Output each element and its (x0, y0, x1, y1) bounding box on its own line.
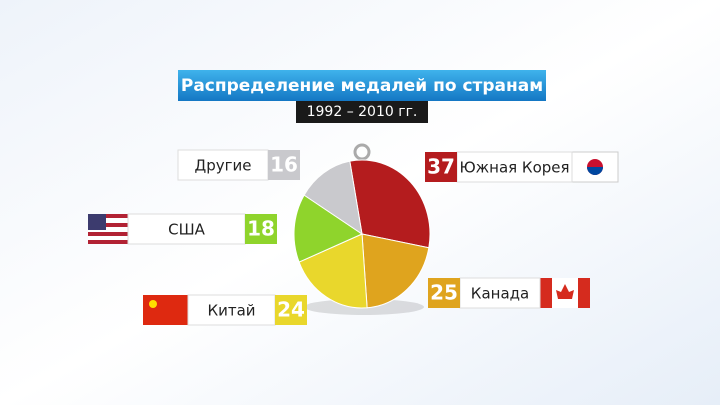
chart-title: Распределение медалей по странам (181, 76, 543, 96)
category-label: Канада (471, 285, 529, 303)
category-label: Другие (195, 157, 252, 175)
value-box (425, 152, 457, 182)
value-label: 18 (247, 217, 275, 241)
medal-loop (353, 143, 371, 161)
value-box (428, 278, 460, 308)
pie-slice (298, 233, 368, 309)
flag-china (143, 295, 188, 325)
value-box (268, 150, 300, 180)
value-label: 37 (427, 155, 455, 179)
chart-subtitle: 1992 – 2010 гг. (307, 104, 418, 120)
title-bar (178, 70, 546, 101)
value-label: 24 (277, 298, 305, 322)
value-label: 25 (430, 281, 458, 305)
category-label: США (168, 221, 206, 239)
pie-slice (361, 233, 430, 309)
flag-usa (88, 214, 128, 244)
pie-slice (293, 194, 364, 263)
pie (293, 159, 431, 309)
category-label: Китай (207, 302, 255, 320)
subtitle-bar (296, 101, 428, 123)
value-box (245, 214, 277, 244)
value-box (275, 295, 307, 325)
category-label: Южная Корея (459, 159, 569, 177)
value-label: 16 (270, 153, 298, 177)
label-box (187, 294, 276, 326)
pie-slice (349, 159, 431, 249)
flag-canada (540, 278, 590, 308)
label-box (177, 149, 269, 181)
pie-slice (303, 160, 363, 236)
flag-korea (571, 151, 619, 183)
